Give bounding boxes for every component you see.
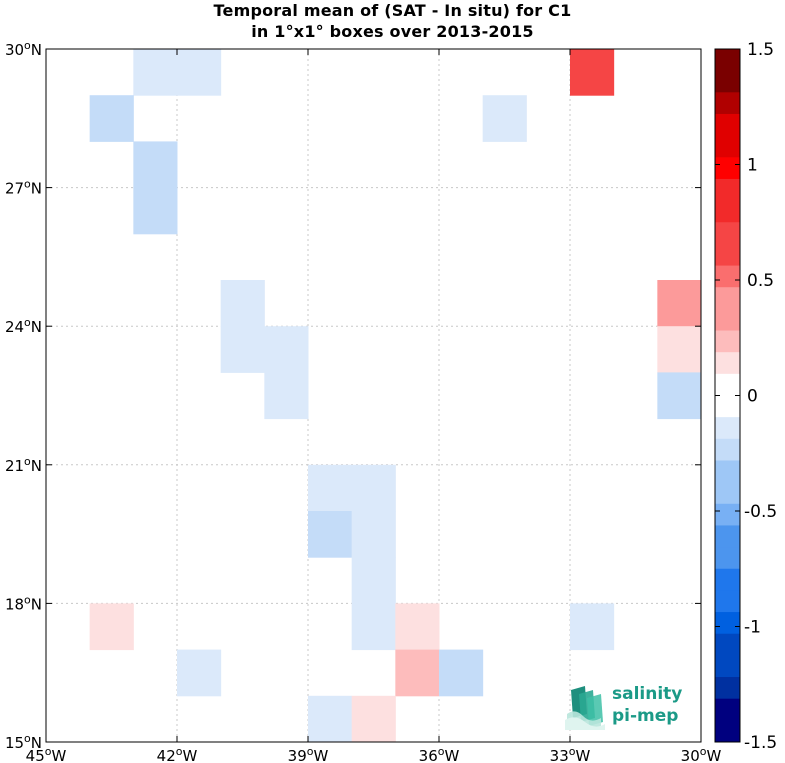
salinity-pi-mep-logo: salinity pi-mep	[565, 684, 705, 732]
heatmap-cell	[439, 649, 484, 697]
heatmap-cell	[351, 557, 396, 604]
colorbar-bin	[715, 547, 740, 570]
colorbar-bin	[715, 698, 740, 721]
chart-title: Temporal mean of (SAT - In situ) for C1 …	[0, 0, 785, 42]
colorbar: 1.5 1 0.5 0 -0.5 -1 -1.5	[714, 40, 777, 753]
colorbar-bin	[715, 49, 740, 72]
heatmap-cell	[264, 326, 309, 373]
heatmap-cell	[482, 95, 527, 142]
x-tick-label: 45oW	[26, 745, 67, 763]
colorbar-bin	[715, 222, 740, 245]
colorbar-bin	[715, 92, 740, 115]
colorbar-bin	[715, 352, 740, 375]
heatmap-cell	[570, 49, 615, 96]
y-tick-label: 21oN	[5, 455, 42, 475]
heatmap-cell	[570, 603, 615, 651]
colorbar-bin	[715, 265, 740, 288]
x-tick-label: 36oW	[419, 745, 460, 763]
colorbar-bin	[715, 677, 740, 700]
x-tick-label: 33oW	[550, 745, 591, 763]
y-tick-label: 18oN	[5, 593, 42, 613]
heatmap-cell	[351, 695, 396, 743]
heatmap-cell	[264, 372, 309, 420]
colorbar-bin	[715, 395, 740, 418]
y-tick-label: 30oN	[5, 39, 42, 59]
heatmap-cell	[657, 280, 702, 327]
heatmap-cell	[351, 603, 396, 651]
y-tick-label: 24oN	[5, 316, 42, 336]
colorbar-bin	[715, 178, 740, 202]
heatmap-cell	[177, 49, 222, 96]
colorbar-bin	[715, 243, 740, 267]
heatmap-cell	[133, 187, 178, 235]
logo-word-pi-mep: pi-mep	[612, 706, 679, 726]
colorbar-tick-label: -1	[744, 618, 761, 638]
heatmap-cell	[133, 141, 178, 189]
plot-frame	[45, 48, 702, 743]
colorbar-tick-label: 1	[747, 156, 758, 176]
colorbar-tick-label: -0.5	[744, 502, 777, 522]
colorbar-bin	[715, 503, 740, 526]
logo-word-salinity: salinity	[612, 684, 683, 704]
colorbar-bin	[715, 612, 740, 635]
colorbar-bin	[715, 460, 740, 483]
y-tick-label: 15oN	[5, 732, 42, 752]
colorbar-tick-label: -1.5	[744, 733, 777, 753]
colorbar-bin	[715, 113, 740, 137]
colorbar-bin	[715, 590, 740, 613]
x-tick-label: 42oW	[157, 745, 198, 763]
heatmap-cell	[220, 280, 265, 327]
colorbar-tick-label: 0	[747, 387, 758, 407]
colorbar-bin	[715, 70, 740, 93]
colorbar-tick-label: 1.5	[747, 40, 774, 60]
colorbar-bin	[715, 200, 740, 223]
colorbar-tick-label: 0.5	[747, 271, 774, 291]
heatmap-cells	[89, 49, 702, 743]
colorbar-bin	[715, 287, 740, 310]
y-tick-label: 27oN	[5, 178, 42, 198]
heatmap-cell	[308, 695, 353, 743]
colorbar-bin	[715, 157, 740, 180]
heatmap-cell	[308, 511, 353, 558]
colorbar-bin	[715, 568, 740, 591]
heatmap-cell	[395, 603, 440, 651]
colorbar-bin	[715, 308, 740, 332]
wave-logo-icon	[565, 686, 605, 730]
heatmap-cell	[395, 649, 440, 697]
heatmap-cell	[133, 49, 178, 96]
heatmap-cell	[657, 372, 702, 420]
heatmap-cell	[308, 464, 353, 512]
x-axis: 45oW 42oW 39oW 36oW 33oW 30oW	[26, 49, 722, 763]
heatmap-cell	[177, 649, 222, 697]
x-tick-label: 30oW	[681, 745, 722, 763]
colorbar-bin	[715, 330, 740, 353]
colorbar-bin	[715, 373, 740, 396]
colorbar-bin	[715, 655, 740, 678]
x-tick-label: 39oW	[288, 745, 329, 763]
heatmap-cell	[351, 464, 396, 512]
heatmap-cell	[351, 511, 396, 558]
colorbar-bin	[715, 438, 740, 461]
colorbar-bin	[715, 525, 740, 548]
heatmap-cell	[89, 95, 134, 142]
colorbar-bin	[715, 720, 740, 743]
chart-title-line1: Temporal mean of (SAT - In situ) for C1	[213, 1, 572, 20]
colorbar-bin	[715, 135, 740, 158]
y-axis: 15oN 18oN 21oN 24oN 27oN 30oN	[5, 39, 701, 752]
colorbar-bin	[715, 633, 740, 656]
heatmap-cell	[89, 603, 134, 651]
colorbar-bin	[715, 417, 740, 440]
heatmap-cell	[220, 326, 265, 373]
heatmap-cell	[657, 326, 702, 373]
chart-title-line2: in 1°x1° boxes over 2013-2015	[251, 22, 534, 41]
colorbar-bin	[715, 482, 740, 505]
